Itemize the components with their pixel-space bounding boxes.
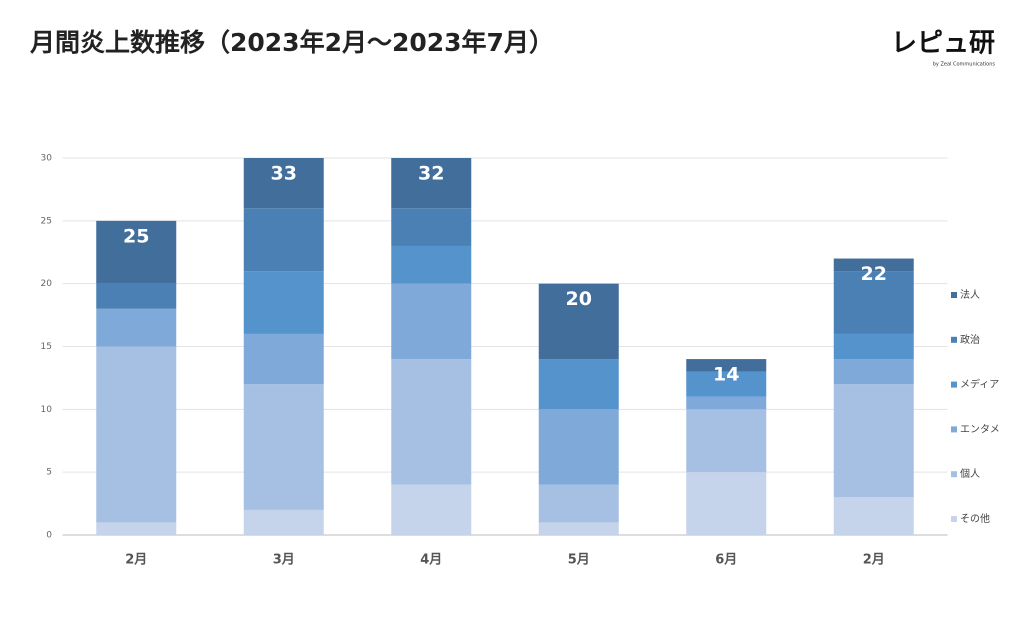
- bar-segment: [538, 409, 619, 485]
- bar-segment: [833, 384, 914, 498]
- x-tick-label: 5月: [568, 553, 590, 568]
- x-tick-label: 2月: [125, 553, 147, 568]
- bar-segment: [833, 258, 914, 272]
- legend-swatch: [951, 516, 957, 522]
- x-tick-label: 6月: [715, 553, 737, 568]
- bar-segment: [243, 158, 324, 209]
- bar-segment: [686, 359, 767, 372]
- bar-segment: [833, 359, 914, 385]
- bar-segment: [391, 484, 472, 535]
- bar-segment: [96, 522, 177, 535]
- legend-label: その他: [960, 512, 990, 525]
- total-label: 32: [418, 163, 444, 185]
- legend-swatch: [951, 292, 957, 298]
- y-tick-label: 25: [41, 216, 52, 226]
- bar-segment: [243, 208, 324, 272]
- bar-segment: [243, 509, 324, 535]
- bar-segment: [538, 283, 619, 360]
- bar-segment: [686, 409, 767, 473]
- bar-segment: [538, 359, 619, 410]
- bar-segment: [686, 371, 767, 397]
- total-label: 14: [713, 364, 739, 386]
- legend-swatch: [951, 471, 957, 478]
- total-label: 22: [861, 263, 887, 285]
- bar-segment: [391, 158, 472, 209]
- x-tick-label: 2月: [863, 553, 885, 568]
- legend-label: メディア: [960, 378, 999, 391]
- bar-segment: [96, 346, 177, 523]
- bar-segment: [243, 333, 324, 385]
- bar-segment: [96, 283, 177, 309]
- bar-segment: [538, 484, 619, 523]
- bar-segment: [96, 308, 177, 347]
- bar-segment: [391, 283, 472, 360]
- bar-segment: [243, 271, 324, 334]
- y-tick-label: 20: [41, 279, 53, 289]
- bar-segment: [96, 220, 177, 284]
- bar-segment: [833, 333, 914, 360]
- total-label: 25: [123, 225, 149, 247]
- bar-segment: [833, 497, 914, 535]
- legend-swatch: [951, 336, 957, 343]
- bar-segment: [686, 472, 767, 535]
- bar-segment: [686, 396, 767, 410]
- logo: レピュ研: [891, 29, 995, 59]
- bar-segment: [538, 522, 619, 535]
- bar-segment: [391, 245, 472, 284]
- y-tick-label: 30: [41, 154, 53, 164]
- legend-label: 個人: [960, 467, 980, 480]
- bar-segment: [243, 384, 324, 510]
- bars: [96, 158, 914, 535]
- total-label: 33: [271, 163, 297, 185]
- legend-label: エンタメ: [960, 423, 1000, 435]
- y-tick-label: 10: [41, 405, 53, 415]
- legend-label: 政治: [960, 333, 980, 346]
- bar-segment: [391, 208, 472, 246]
- y-tick-label: 0: [46, 531, 52, 541]
- legend-label: 法人: [960, 288, 980, 301]
- y-tick-label: 5: [46, 468, 52, 478]
- x-tick-label: 3月: [273, 553, 295, 568]
- legend-swatch: [951, 381, 957, 388]
- logo-sub: by Zeal Communications: [933, 62, 996, 68]
- bar-segment: [391, 359, 472, 485]
- total-label: 20: [566, 288, 592, 310]
- legend-swatch: [951, 426, 957, 433]
- x-tick-label: 4月: [420, 553, 442, 568]
- bar-segment: [833, 271, 914, 334]
- chart-title: 月間炎上数推移（2023年2月〜2023年7月）: [29, 28, 554, 57]
- y-tick-label: 15: [41, 342, 52, 352]
